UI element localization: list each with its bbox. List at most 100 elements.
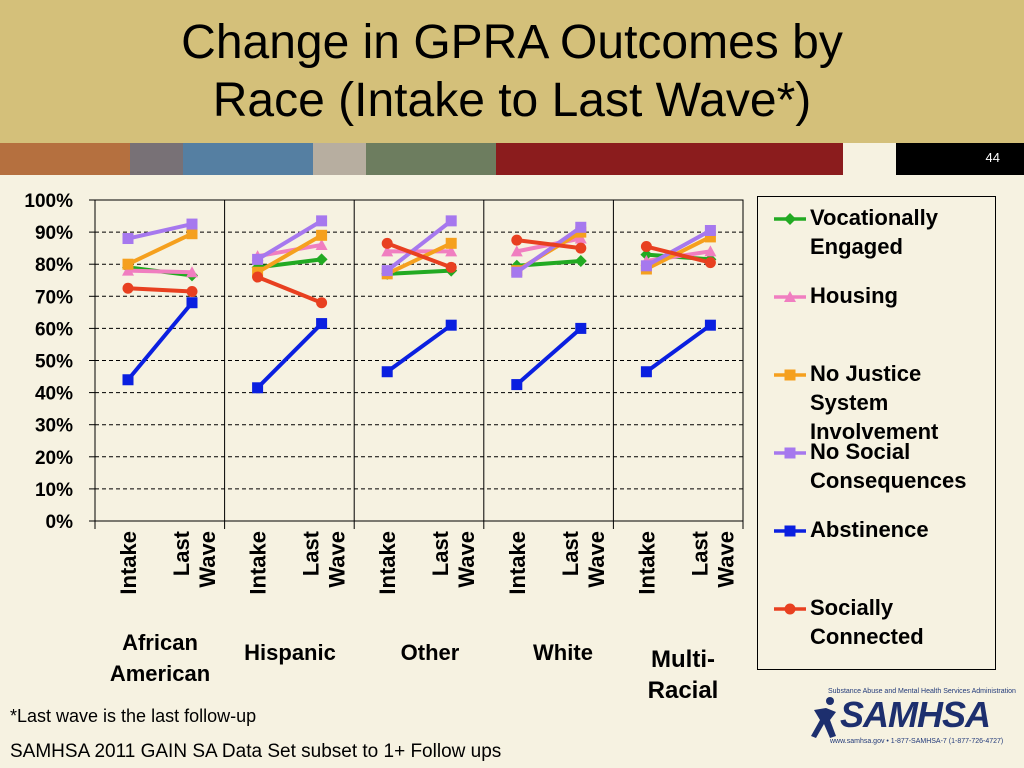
series-line <box>256 219 323 262</box>
data-point <box>316 215 328 227</box>
data-point <box>186 297 198 309</box>
x-tick-label: LastWave <box>428 530 479 587</box>
data-point <box>574 232 587 244</box>
band-segment <box>896 143 1024 175</box>
data-point <box>186 266 198 278</box>
plot-area <box>94 199 744 522</box>
legend-swatch-icon <box>774 369 806 381</box>
series-line <box>516 238 582 251</box>
data-point <box>315 253 328 266</box>
data-point <box>511 234 523 246</box>
y-tick-label: 50% <box>35 352 73 373</box>
x-tick-label: Intake <box>505 531 530 595</box>
x-tick-label: LastWave <box>558 530 609 587</box>
data-point <box>252 253 264 265</box>
title-line-2: Race (Intake to Last Wave*) <box>212 74 812 127</box>
data-point <box>381 245 394 257</box>
series-line <box>386 241 453 276</box>
y-tick-label: 90% <box>35 223 73 244</box>
data-point <box>381 265 393 277</box>
logo-tagline: Substance Abuse and Mental Health Servic… <box>828 688 1016 695</box>
legend-label: No Justice System Involvement <box>810 361 939 444</box>
series-line <box>127 286 193 294</box>
data-point <box>122 374 134 386</box>
group-label: Other <box>400 640 460 665</box>
slide-number: 44 <box>985 150 1000 165</box>
legend-swatch-icon <box>774 603 806 615</box>
data-point <box>316 318 328 330</box>
band-segment <box>130 143 183 175</box>
band-segment <box>843 143 896 175</box>
series-line <box>256 275 323 305</box>
data-point <box>575 242 587 254</box>
series-line <box>645 244 711 265</box>
y-tick-label: 20% <box>35 448 73 469</box>
y-tick-label: 30% <box>35 416 73 437</box>
series-line <box>645 323 712 374</box>
logo-wordmark: SAMHSA <box>840 694 991 735</box>
legend-item: Vocationally Engaged <box>774 203 994 263</box>
legend-label: Abstinence <box>810 517 929 542</box>
series-line <box>386 323 453 374</box>
legend-swatch-icon <box>774 447 806 459</box>
y-tick-label: 100% <box>24 191 73 212</box>
series-line <box>127 231 193 267</box>
legend-swatch-icon <box>774 291 806 302</box>
series-line <box>127 268 193 275</box>
series-line <box>256 322 324 390</box>
legend-swatch-icon <box>774 213 806 225</box>
y-tick-label: 0% <box>46 512 74 533</box>
series-line <box>127 222 193 241</box>
data-point <box>704 319 716 331</box>
data-point <box>510 245 523 257</box>
series-line <box>645 228 712 268</box>
data-point <box>640 366 652 378</box>
series-line <box>126 301 194 382</box>
data-point <box>122 282 134 294</box>
logo-contact: www.samhsa.gov • 1-877-SAMHSA-7 (1-877-7… <box>830 738 1004 745</box>
legend-label: Housing <box>810 283 898 308</box>
data-point <box>186 218 198 230</box>
x-tick-label: Intake <box>246 531 271 595</box>
y-tick-label: 70% <box>35 287 73 308</box>
data-point <box>511 379 523 391</box>
data-point <box>252 271 264 283</box>
data-point <box>704 231 716 243</box>
data-point <box>640 248 653 261</box>
data-point <box>186 285 198 297</box>
data-point <box>186 228 198 240</box>
legend-item: Housing <box>774 281 994 341</box>
data-point <box>445 215 457 227</box>
data-point <box>122 264 134 276</box>
title-line-1: Change in GPRA Outcomes by <box>181 16 843 69</box>
data-point <box>252 382 264 394</box>
data-point <box>445 237 457 249</box>
data-point <box>640 241 652 253</box>
band-segment <box>496 143 843 175</box>
series-line <box>386 241 452 270</box>
x-tick-label: Intake <box>634 531 659 595</box>
x-tick-label: LastWave <box>169 530 220 587</box>
legend-label: No Social Consequences <box>810 439 967 493</box>
series-line <box>385 219 453 273</box>
person-figure-icon <box>811 697 836 738</box>
data-point <box>381 366 393 378</box>
data-point <box>445 319 457 331</box>
title-header: Change in GPRA Outcomes by Race (Intake … <box>0 0 1024 143</box>
samhsa-logo: Substance Abuse and Mental Health Servic… <box>810 688 1016 760</box>
y-tick-label: 40% <box>35 384 73 405</box>
data-point <box>315 238 328 250</box>
series-line <box>515 225 582 274</box>
data-point <box>445 261 457 273</box>
legend-swatch-icon <box>774 525 806 537</box>
data-point <box>316 229 328 241</box>
line-chart: 0% 10% 20% 30% 40% 50% 60% 70% 80% 90% 100% Intake L… <box>24 191 744 595</box>
group-label: Multi- Racial <box>647 646 719 704</box>
data-point <box>704 224 716 236</box>
band-segment <box>366 143 496 175</box>
band-segment <box>0 143 130 175</box>
legend-item: No Social Consequences <box>774 437 994 497</box>
legend-item: Socially Connected <box>774 593 994 653</box>
y-tick-label: 10% <box>35 480 73 501</box>
data-point <box>381 237 393 249</box>
